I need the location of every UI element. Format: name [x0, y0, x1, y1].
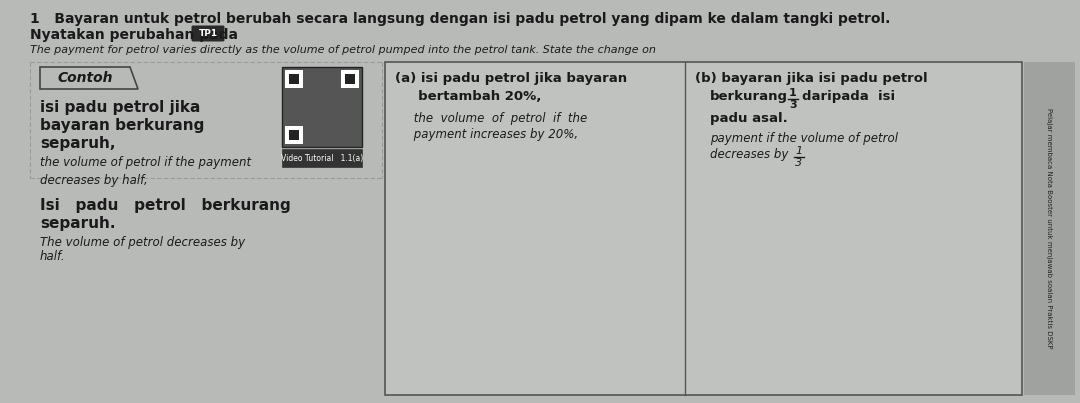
Text: bertambah 20%,: bertambah 20%, — [395, 90, 541, 103]
Text: decreases by: decreases by — [710, 148, 788, 161]
Text: The payment for petrol varies directly as the volume of petrol pumped into the p: The payment for petrol varies directly a… — [30, 45, 656, 55]
Text: padu asal.: padu asal. — [710, 112, 787, 125]
Text: 1: 1 — [796, 146, 802, 156]
Text: 3: 3 — [789, 100, 797, 110]
Text: Contoh: Contoh — [57, 71, 112, 85]
Bar — [282, 67, 362, 147]
Text: Video Tutorial   1.1(a): Video Tutorial 1.1(a) — [281, 154, 363, 162]
Bar — [384, 62, 1022, 395]
Text: half.: half. — [40, 250, 66, 263]
Bar — [285, 126, 303, 144]
Text: 3: 3 — [796, 158, 802, 168]
Text: berkurang: berkurang — [710, 90, 788, 103]
Text: (b) bayaran jika isi padu petrol: (b) bayaran jika isi padu petrol — [696, 72, 928, 85]
Text: isi padu petrol jika: isi padu petrol jika — [40, 100, 201, 115]
Text: separuh.: separuh. — [40, 216, 116, 231]
Bar — [285, 70, 303, 88]
Bar — [282, 149, 362, 167]
Bar — [289, 74, 299, 84]
Text: the volume of petrol if the payment: the volume of petrol if the payment — [40, 156, 252, 169]
Bar — [1024, 62, 1075, 395]
Polygon shape — [40, 67, 138, 89]
Bar — [30, 62, 382, 395]
Text: 1   Bayaran untuk petrol berubah secara langsung dengan isi padu petrol yang dip: 1 Bayaran untuk petrol berubah secara la… — [30, 12, 890, 26]
Text: The volume of petrol decreases by: The volume of petrol decreases by — [40, 236, 245, 249]
Bar — [289, 130, 299, 140]
Text: TP1: TP1 — [199, 29, 217, 38]
Text: the  volume  of  petrol  if  the: the volume of petrol if the — [395, 112, 588, 125]
FancyBboxPatch shape — [191, 25, 225, 42]
Text: 1: 1 — [789, 88, 797, 98]
Bar — [345, 74, 355, 84]
Text: daripada  isi: daripada isi — [802, 90, 895, 103]
Text: payment increases by 20%,: payment increases by 20%, — [395, 128, 578, 141]
Text: separuh,: separuh, — [40, 136, 116, 151]
Text: (a) isi padu petrol jika bayaran: (a) isi padu petrol jika bayaran — [395, 72, 627, 85]
Text: Isi   padu   petrol   berkurang: Isi padu petrol berkurang — [40, 198, 291, 213]
Text: payment if the volume of petrol: payment if the volume of petrol — [710, 132, 897, 145]
Bar — [341, 70, 359, 88]
Text: Nyatakan perubahan pada: Nyatakan perubahan pada — [30, 28, 238, 42]
Text: decreases by half,: decreases by half, — [40, 174, 148, 187]
Text: bayaran berkurang: bayaran berkurang — [40, 118, 204, 133]
Text: Pelajar membaca Nota Booster untuk menjawab soalan Praktis DSKP: Pelajar membaca Nota Booster untuk menja… — [1047, 108, 1053, 349]
